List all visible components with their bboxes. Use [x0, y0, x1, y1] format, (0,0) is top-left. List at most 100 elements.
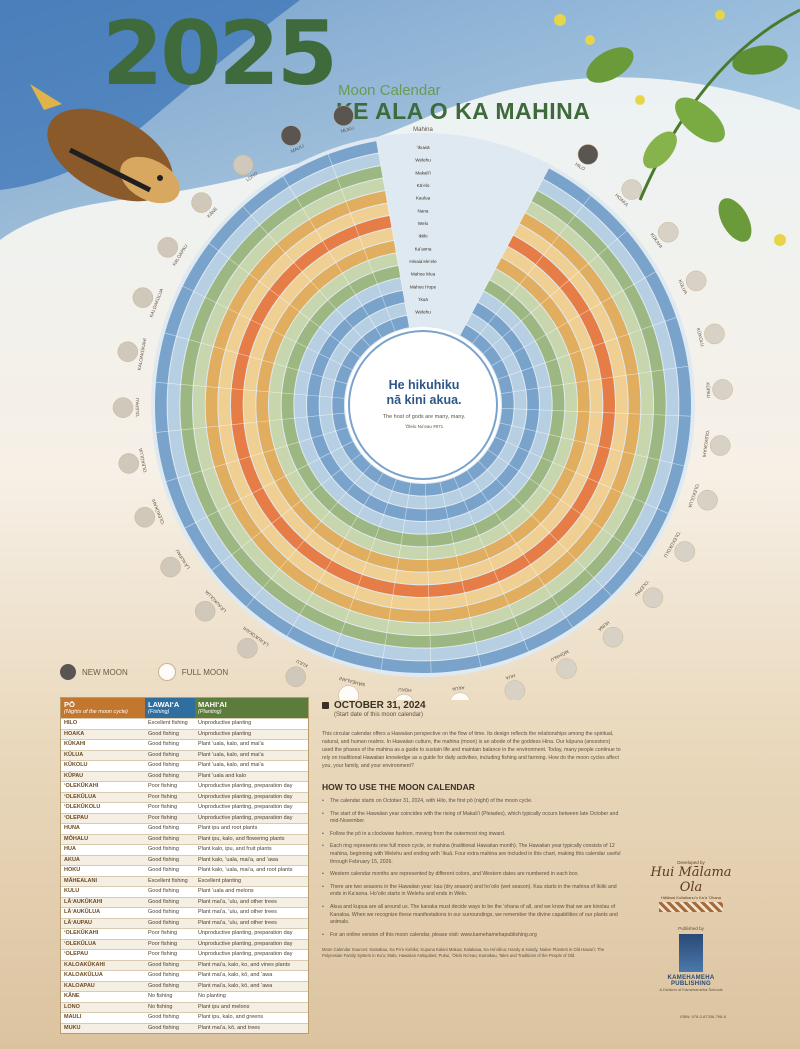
table-row: ʻOLEKŪLUA Poor fishing Unproductive planti… [61, 791, 308, 803]
cell-divider [286, 472, 384, 637]
planting-cell: Unproductive planting [198, 720, 252, 727]
cell-divider [500, 365, 689, 394]
table-row: LĀʻAUPAU Good fishing Plant maiʻa, ʻulu, a… [61, 917, 308, 929]
fishing-cell: Poor fishing [148, 793, 178, 800]
planting-cell: Plant kalo, ʻuala, maiʻa, and ʻawa [198, 856, 279, 863]
planting-cell: Plant kalo, ipu, and fruit plants [198, 846, 272, 853]
new-moon-icon [60, 664, 76, 680]
cell-divider [208, 243, 361, 359]
planting-cell: Plant maiʻa, ʻulu, and other trees [198, 898, 277, 905]
moon-phase-icon [504, 680, 526, 700]
cell-divider [164, 332, 348, 385]
cell-divider [477, 460, 612, 596]
fishing-cell: Good fishing [148, 972, 179, 979]
fishing-cell: Good fishing [148, 961, 179, 968]
table-row: KALOAKŪLUA Good fishing Plant maiʻa, kalo,… [61, 970, 308, 981]
moon-legend: NEW MOON FULL MOON [60, 663, 252, 681]
night-name: ʻOLEKŪKAHI [64, 783, 99, 790]
cell-divider [332, 478, 397, 658]
sources: Moon Calendar Sources: Kamakau, Ka Poʻe … [322, 947, 605, 959]
planting-cell: Plant ʻuala, kalo, and maiʻa [198, 751, 264, 758]
howto-step: For an online version of this moon calen… [322, 932, 622, 940]
header-mahiai: MAHIʻAI (Planting) [195, 698, 308, 719]
cell-divider [282, 176, 383, 339]
moon-phase-icon [338, 685, 359, 700]
moon-phase-icon [621, 179, 643, 200]
night-name: ʻOLEKŪLUA [64, 793, 97, 800]
planting-cell: Plant maiʻa, kō, and trees [198, 1024, 261, 1031]
howto-step: There are two seasons in the Hawaiian ye… [322, 884, 622, 899]
moon-phase-icon [602, 626, 624, 648]
night-name: KŪKOLU [64, 762, 88, 769]
planting-cell: Plant ʻuala, kalo, and maiʻa [198, 762, 264, 769]
planting-cell: Unproductive planting, preparation day [198, 814, 293, 821]
month-label: Welehu [415, 310, 431, 315]
table-row: ʻOLEKŪKAHI Poor fishing Unproductive plant… [61, 781, 308, 792]
fishing-cell: Good fishing [148, 1014, 179, 1021]
cell-divider [439, 481, 482, 667]
cell-divider [246, 463, 372, 607]
night-name: LONO [64, 1003, 80, 1010]
cell-divider [453, 476, 529, 652]
planting-cell: Plant ipu and melons [198, 1003, 250, 1010]
isbn: ISBN: 978-0-87336-798-8 [680, 1014, 726, 1019]
publisher-logo: Published by KAMEHAMEHA PUBLISHING A Div… [650, 926, 732, 992]
fishing-cell: Good fishing [148, 982, 179, 989]
fishing-cell: Good fishing [148, 898, 179, 905]
cell-divider [496, 317, 677, 380]
night-name: KALOAKŪKAHI [64, 961, 105, 968]
moon-phase-icon [709, 435, 731, 456]
cell-divider [425, 482, 432, 673]
month-label: Kaulua [416, 196, 431, 201]
fishing-cell: Good fishing [148, 741, 179, 748]
moon-phase-icon [157, 237, 179, 258]
cell-divider [166, 426, 349, 482]
moon-phase-icon [685, 270, 707, 292]
planting-cell: Plant ʻuala, kalo, and maiʻa [198, 741, 264, 748]
table-row: ʻOLEPAU Poor fishing Unproductive planting… [61, 812, 308, 824]
moon-phase-icon [657, 221, 679, 243]
table-header: PŌ (Nights of the moon cycle) LAWAIʻA (Fis… [61, 698, 308, 719]
planting-cell: Excellent planting [198, 877, 242, 884]
night-name: KŪLUA [64, 751, 84, 758]
header-mahiai-title: MAHIʻAI [198, 700, 227, 709]
cell-divider [242, 206, 371, 348]
night-label: ʻOLEKŪKAHI [702, 430, 712, 458]
header-po-sub: (Nights of the moon cycle) [64, 709, 128, 716]
howto-steps: The calendar starts on October 31, 2024,… [322, 798, 622, 939]
cell-divider [471, 195, 591, 345]
pattern-icon [659, 902, 723, 912]
cell-divider [184, 440, 354, 529]
night-name: MUKU [64, 1024, 81, 1031]
night-name: MŌHALU [64, 835, 89, 842]
planting-cell: Plant ʻuala and melons [198, 888, 254, 895]
plant-illustration [554, 8, 800, 246]
table-row: ʻOLEKŪKAHI Poor fishing Unproductive plant… [61, 928, 308, 939]
intro-paragraph: This circular calendar offers a Hawaiian… [322, 731, 621, 769]
table-row: KULU Good fishing Plant ʻuala and melons [61, 886, 308, 897]
moon-phase-icon [556, 658, 577, 679]
night-label: ʻOLEPAU [134, 398, 140, 417]
howto-step: Akua and kupua are all around us. The ka… [322, 904, 622, 927]
night-name: MĀHEALANI [64, 877, 97, 884]
table-row: KŪPAU Good fishing Plant ʻuala and kalo [61, 770, 308, 782]
header-mahiai-sub: (Planting) [198, 709, 222, 716]
month-label: Mahoe Hope [410, 284, 437, 289]
center-border [348, 330, 498, 480]
night-label: MAULI [290, 143, 305, 154]
planting-cell: Plant maiʻa, kalo, kō, and ʻawa [198, 982, 273, 989]
fishing-cell: Poor fishing [148, 940, 178, 947]
planting-cell: Unproductive planting, preparation day [198, 804, 293, 811]
table-row: KĀNE No fishing No planting [61, 991, 308, 1002]
moon-phase-icon [232, 154, 254, 176]
table-row: LĀʻAUKŪKAHI Good fishing Plant maiʻa, ʻulu… [61, 896, 308, 908]
month-label: Mahoe Mua [411, 272, 436, 277]
night-name: HUA [64, 846, 76, 853]
moon-phase-icon [577, 144, 599, 165]
planting-cell: Plant maiʻa, kalo, ko, and vines plants [198, 961, 291, 968]
night-name: KĀNE [64, 993, 80, 1000]
moon-phase-icon [712, 379, 733, 400]
fishing-cell: No fishing [148, 1003, 173, 1010]
cell-divider [156, 412, 346, 433]
howto-step: Follow the pō in a clockwise fashion, mo… [322, 831, 622, 839]
